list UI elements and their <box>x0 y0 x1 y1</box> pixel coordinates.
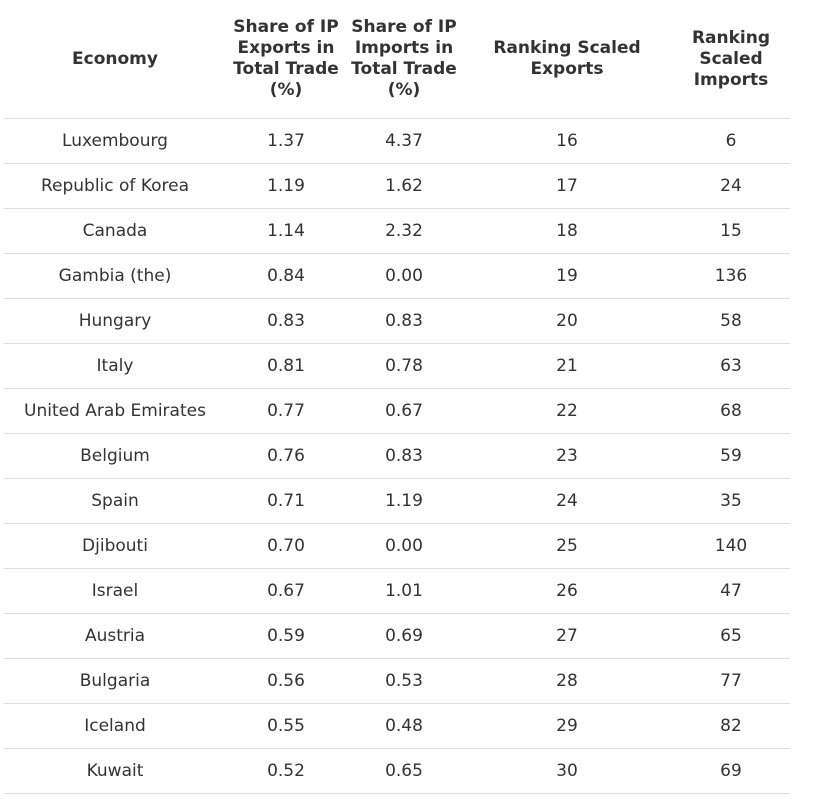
header-ip-exports-share: Share of IP Exports in Total Trade (%) <box>226 0 346 119</box>
ip-imports-share-cell: 1.62 <box>346 163 462 209</box>
ranking-exports-cell: 29 <box>462 703 672 749</box>
trade-ranking-table: Economy Share of IP Exports in Total Tra… <box>4 0 790 794</box>
economy-cell: Israel <box>4 568 226 614</box>
ip-imports-share-cell: 0.00 <box>346 523 462 569</box>
header-economy: Economy <box>4 0 226 119</box>
ranking-exports-cell: 27 <box>462 613 672 659</box>
ip-imports-share-cell: 0.78 <box>346 343 462 389</box>
ranking-exports-cell: 26 <box>462 568 672 614</box>
ranking-imports-cell: 82 <box>672 703 790 749</box>
ip-imports-share-cell: 4.37 <box>346 118 462 164</box>
table-row: Hungary 0.83 0.83 20 58 <box>4 298 790 344</box>
economy-cell: Italy <box>4 343 226 389</box>
table-row: Republic of Korea 1.19 1.62 17 24 <box>4 163 790 209</box>
economy-cell: Hungary <box>4 298 226 344</box>
economy-cell: Spain <box>4 478 226 524</box>
ip-imports-share-cell: 0.83 <box>346 298 462 344</box>
ranking-imports-cell: 59 <box>672 433 790 479</box>
economy-cell: Republic of Korea <box>4 163 226 209</box>
ip-exports-share-cell: 0.55 <box>226 703 346 749</box>
ip-exports-share-cell: 0.81 <box>226 343 346 389</box>
economy-cell: Bulgaria <box>4 658 226 704</box>
ranking-imports-cell: 47 <box>672 568 790 614</box>
ranking-exports-cell: 21 <box>462 343 672 389</box>
ranking-imports-cell: 136 <box>672 253 790 299</box>
table-row: Austria 0.59 0.69 27 65 <box>4 613 790 659</box>
table-row: Belgium 0.76 0.83 23 59 <box>4 433 790 479</box>
economy-cell: Canada <box>4 208 226 254</box>
ranking-imports-cell: 77 <box>672 658 790 704</box>
economy-cell: Gambia (the) <box>4 253 226 299</box>
economy-cell: Kuwait <box>4 748 226 794</box>
ip-exports-share-cell: 0.52 <box>226 748 346 794</box>
table-row: Canada 1.14 2.32 18 15 <box>4 208 790 254</box>
ranking-exports-cell: 17 <box>462 163 672 209</box>
ranking-exports-cell: 30 <box>462 748 672 794</box>
ranking-imports-cell: 68 <box>672 388 790 434</box>
table-row: Gambia (the) 0.84 0.00 19 136 <box>4 253 790 299</box>
ip-exports-share-cell: 0.76 <box>226 433 346 479</box>
header-ranking-scaled-exports: Ranking Scaled Exports <box>462 0 672 119</box>
table-row: Israel 0.67 1.01 26 47 <box>4 568 790 614</box>
ranking-imports-cell: 24 <box>672 163 790 209</box>
ip-imports-share-cell: 1.01 <box>346 568 462 614</box>
table-row: Kuwait 0.52 0.65 30 69 <box>4 748 790 794</box>
ip-imports-share-cell: 0.00 <box>346 253 462 299</box>
ip-imports-share-cell: 0.48 <box>346 703 462 749</box>
ranking-exports-cell: 19 <box>462 253 672 299</box>
ip-exports-share-cell: 0.56 <box>226 658 346 704</box>
ip-exports-share-cell: 0.71 <box>226 478 346 524</box>
ip-exports-share-cell: 0.67 <box>226 568 346 614</box>
ip-imports-share-cell: 0.67 <box>346 388 462 434</box>
ranking-imports-cell: 6 <box>672 118 790 164</box>
ip-imports-share-cell: 0.69 <box>346 613 462 659</box>
ip-exports-share-cell: 0.83 <box>226 298 346 344</box>
ranking-imports-cell: 69 <box>672 748 790 794</box>
ip-imports-share-cell: 2.32 <box>346 208 462 254</box>
ip-exports-share-cell: 1.37 <box>226 118 346 164</box>
ranking-imports-cell: 15 <box>672 208 790 254</box>
ranking-exports-cell: 20 <box>462 298 672 344</box>
ranking-imports-cell: 35 <box>672 478 790 524</box>
ip-imports-share-cell: 0.65 <box>346 748 462 794</box>
ip-exports-share-cell: 1.14 <box>226 208 346 254</box>
ranking-imports-cell: 140 <box>672 523 790 569</box>
table-row: Luxembourg 1.37 4.37 16 6 <box>4 118 790 164</box>
table-row: Iceland 0.55 0.48 29 82 <box>4 703 790 749</box>
ranking-imports-cell: 65 <box>672 613 790 659</box>
ranking-exports-cell: 16 <box>462 118 672 164</box>
economy-cell: Luxembourg <box>4 118 226 164</box>
ranking-exports-cell: 28 <box>462 658 672 704</box>
table-row: Italy 0.81 0.78 21 63 <box>4 343 790 389</box>
table-row: Spain 0.71 1.19 24 35 <box>4 478 790 524</box>
ranking-exports-cell: 25 <box>462 523 672 569</box>
ranking-exports-cell: 24 <box>462 478 672 524</box>
table-row: Bulgaria 0.56 0.53 28 77 <box>4 658 790 704</box>
ip-exports-share-cell: 0.77 <box>226 388 346 434</box>
table-row: Djibouti 0.70 0.00 25 140 <box>4 523 790 569</box>
ip-imports-share-cell: 0.53 <box>346 658 462 704</box>
header-ip-imports-share: Share of IP Imports in Total Trade (%) <box>346 0 462 119</box>
economy-cell: Austria <box>4 613 226 659</box>
ranking-imports-cell: 58 <box>672 298 790 344</box>
ranking-exports-cell: 23 <box>462 433 672 479</box>
ranking-imports-cell: 63 <box>672 343 790 389</box>
economy-cell: Djibouti <box>4 523 226 569</box>
economy-cell: Belgium <box>4 433 226 479</box>
ranking-exports-cell: 22 <box>462 388 672 434</box>
table-header: Economy Share of IP Exports in Total Tra… <box>4 0 790 119</box>
ip-exports-share-cell: 0.70 <box>226 523 346 569</box>
ip-exports-share-cell: 0.59 <box>226 613 346 659</box>
ip-imports-share-cell: 0.83 <box>346 433 462 479</box>
header-row: Economy Share of IP Exports in Total Tra… <box>4 0 790 119</box>
economy-cell: United Arab Emirates <box>4 388 226 434</box>
table-body: Luxembourg 1.37 4.37 16 6 Republic of Korea 1.… <box>4 118 790 794</box>
ip-exports-share-cell: 1.19 <box>226 163 346 209</box>
ip-exports-share-cell: 0.84 <box>226 253 346 299</box>
header-ranking-scaled-imports: Ranking Scaled Imports <box>672 0 790 119</box>
table-row: United Arab Emirates 0.77 0.67 22 68 <box>4 388 790 434</box>
ranking-exports-cell: 18 <box>462 208 672 254</box>
ip-imports-share-cell: 1.19 <box>346 478 462 524</box>
economy-cell: Iceland <box>4 703 226 749</box>
